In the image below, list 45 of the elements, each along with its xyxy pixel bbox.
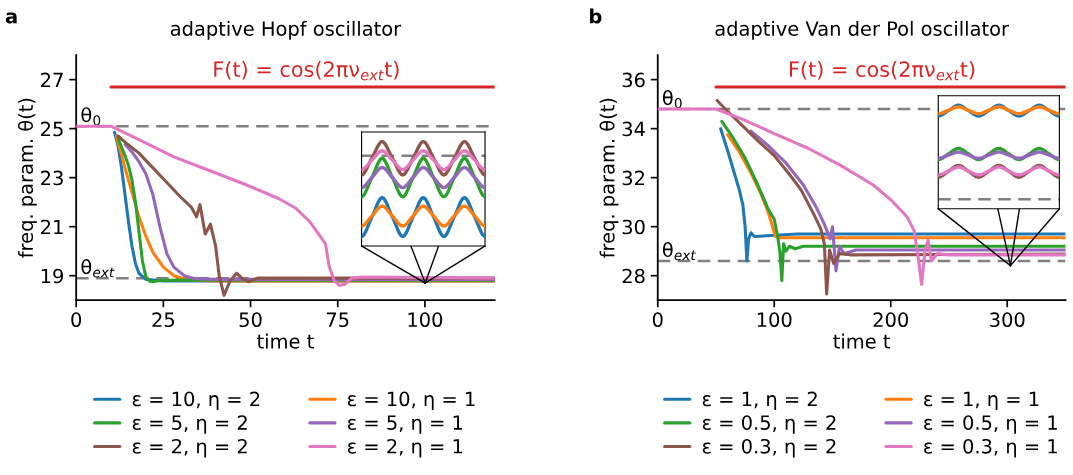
y-tick-label: 28 bbox=[622, 268, 645, 284]
ref-line-label: θ$_{0}$ bbox=[662, 90, 682, 109]
chart-title: adaptive Van der Pol oscillator bbox=[715, 20, 1009, 40]
x-tick-label: 50 bbox=[239, 312, 262, 328]
y-tick-label: 19 bbox=[41, 268, 64, 284]
x-tick-label: 75 bbox=[326, 312, 349, 328]
legend-label: ε = 5, η = 1 bbox=[347, 415, 463, 434]
y-tick-label: 27 bbox=[41, 72, 63, 87]
ref-line-label: θ$_{ext}$ bbox=[662, 241, 697, 261]
legend-label: ε = 10, η = 1 bbox=[347, 391, 475, 411]
y-tick-label: 36 bbox=[622, 72, 645, 88]
y-tick-label: 25 bbox=[41, 121, 63, 137]
annotation: F(t) = cos(2πν$_{ext}$t) bbox=[789, 60, 975, 81]
legend-label: ε = 1, η = 2 bbox=[702, 391, 817, 411]
legend-label: ε = 2, η = 2 bbox=[132, 438, 247, 458]
y-tick-label: 34 bbox=[622, 121, 645, 137]
annotation: F(t) = cos(2πν$_{ext}$t) bbox=[214, 60, 399, 81]
legend-label: ε = 0.3, η = 2 bbox=[702, 438, 836, 458]
legend-label: ε = 2, η = 1 bbox=[347, 438, 463, 458]
legend-label: ε = 5, η = 2 bbox=[132, 415, 247, 434]
legend-label: ε = 0.5, η = 2 bbox=[702, 415, 836, 434]
chart-title: adaptive Hopf oscillator bbox=[170, 20, 402, 40]
y-axis-title: freq. param. θ(t) bbox=[17, 98, 37, 258]
x-tick-label: 0 bbox=[71, 312, 82, 328]
legend-label: ε = 10, η = 2 bbox=[132, 391, 260, 411]
legend-label: ε = 0.3, η = 1 bbox=[924, 438, 1057, 458]
legend-label: ε = 0.5, η = 1 bbox=[924, 415, 1057, 434]
x-axis-title: time t bbox=[833, 333, 891, 349]
ref-line-label: θ$_{0}$ bbox=[81, 107, 101, 126]
ref-line-label: θ$_{ext}$ bbox=[81, 259, 115, 278]
x-tick-label: 0 bbox=[652, 312, 663, 328]
text: a bbox=[5, 12, 17, 24]
x-tick-label: 200 bbox=[873, 312, 909, 328]
text: b bbox=[590, 8, 602, 24]
x-tick-label: 25 bbox=[152, 312, 175, 328]
x-tick-label: 300 bbox=[990, 312, 1025, 328]
y-axis-title: freq. param. θ(t) bbox=[599, 98, 619, 258]
y-tick-label: 30 bbox=[622, 219, 645, 235]
y-tick-label: 21 bbox=[41, 219, 63, 235]
legend-label: ε = 1, η = 1 bbox=[924, 391, 1039, 411]
x-tick-label: 100 bbox=[757, 312, 792, 328]
y-tick-label: 23 bbox=[41, 170, 63, 186]
y-tick-label: 32 bbox=[622, 170, 644, 186]
x-tick-label: 100 bbox=[408, 312, 443, 328]
x-axis-title: time t bbox=[257, 333, 314, 349]
